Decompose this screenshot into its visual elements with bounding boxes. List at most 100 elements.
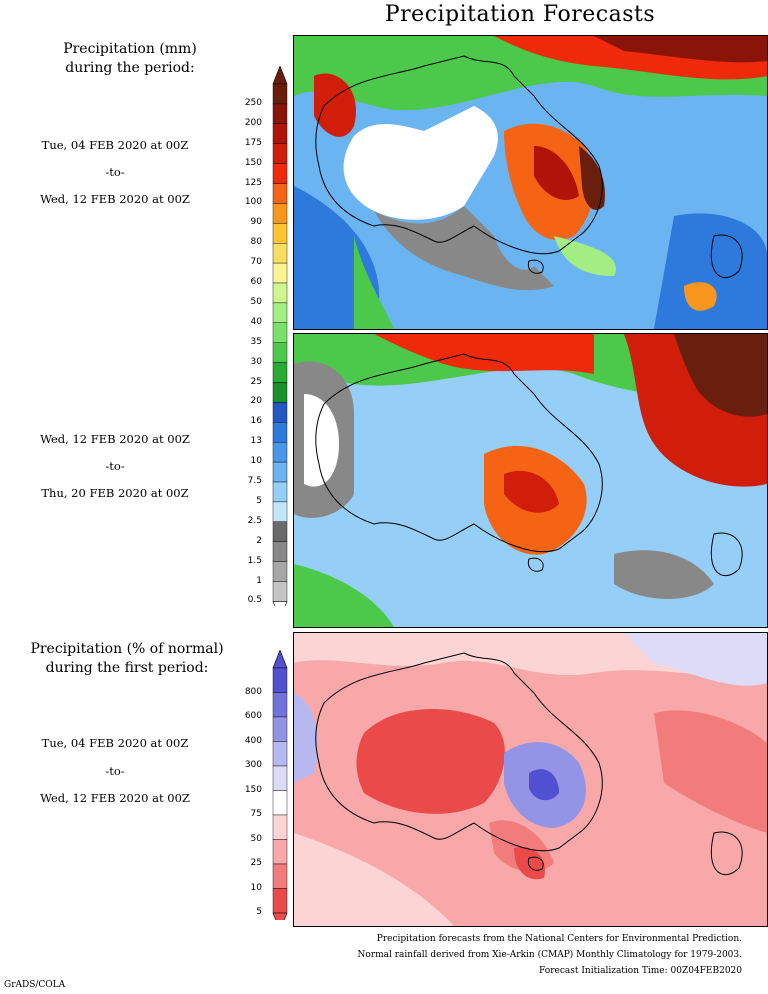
- map-period2: [293, 333, 768, 628]
- percent-colorbar-top-arrow: [272, 649, 288, 669]
- precip-colorbar-box: [272, 561, 288, 582]
- percent-colorbar-svg: [272, 649, 288, 932]
- precip-colorbar-box: [272, 422, 288, 443]
- precip-colorbar-label: 7.5: [247, 476, 262, 486]
- precip-colorbar-box: [272, 461, 288, 483]
- precip-colorbar-label: 125: [244, 177, 262, 188]
- map-percent-normal: [293, 632, 768, 927]
- precip-colorbar-box: [272, 123, 288, 144]
- percent-colorbar-box: [272, 888, 288, 914]
- precip-colorbar-label: 5: [256, 495, 262, 506]
- footer-line3: Forecast Initialization Time: 00Z04FEB20…: [539, 966, 742, 976]
- percent-colorbar-label: 800: [244, 686, 262, 697]
- percent-colorbar-box: [272, 765, 288, 791]
- precip-colorbar-label: 60: [250, 277, 262, 287]
- footer-line2: Normal rainfall derived from Xie-Arkin (…: [357, 950, 743, 960]
- percent-colorbar-label: 150: [244, 784, 262, 795]
- precip-colorbar-box: [272, 143, 288, 164]
- precip-colorbar-label: 250: [244, 97, 262, 108]
- precip-colorbar-label: 1: [256, 575, 262, 586]
- precip-colorbar-box: [272, 362, 288, 383]
- precip-colorbar-box: [272, 242, 288, 264]
- map-period2-svg: [294, 334, 767, 627]
- percent-colorbar-box: [272, 863, 288, 889]
- legend1-heading-line2: during the period:: [65, 60, 195, 76]
- period2-end: Thu, 20 FEB 2020 at 00Z: [41, 486, 189, 500]
- legend2-heading-line2: during the first period:: [45, 660, 209, 676]
- precip-colorbar-top-arrow: [272, 65, 288, 85]
- precip-colorbar-label: 20: [250, 396, 262, 407]
- precip-colorbar-box: [272, 342, 288, 363]
- precip-colorbar-box: [272, 163, 288, 184]
- precip-colorbar-box: [272, 302, 288, 323]
- precip-colorbar-box: [272, 223, 288, 244]
- map-period1-svg: [294, 36, 767, 329]
- precip-colorbar-box: [272, 442, 288, 463]
- precip-colorbar-label: 10: [250, 456, 262, 467]
- precip-colorbar-box: [272, 402, 288, 423]
- percent-colorbar-label: 50: [250, 833, 262, 844]
- period1-end: Wed, 12 FEB 2020 at 00Z: [40, 192, 190, 206]
- precip-colorbar-label: 50: [250, 296, 262, 307]
- period3-end: Wed, 12 FEB 2020 at 00Z: [40, 791, 190, 805]
- precip-colorbar: [240, 65, 290, 621]
- precip-colorbar-box: [272, 481, 288, 503]
- percent-colorbar-box: [272, 790, 288, 816]
- precip-colorbar-box: [272, 83, 288, 105]
- precip-colorbar-label: 30: [250, 356, 262, 367]
- precip-colorbar-label: 90: [250, 217, 262, 228]
- page-title: Precipitation Forecasts: [384, 2, 656, 27]
- precip-colorbar-box: [272, 322, 288, 343]
- legend1-heading: Precipitation (mm) during the period:: [40, 40, 220, 78]
- percent-colorbar-box: [272, 692, 288, 718]
- precip-colorbar-label: 35: [250, 336, 262, 347]
- precip-colorbar-label: 2: [256, 535, 262, 546]
- precip-colorbar-box: [272, 501, 288, 522]
- map-percent-normal-svg: [294, 633, 767, 926]
- percent-colorbar-box: [272, 839, 288, 865]
- percent-colorbar-box: [272, 716, 288, 742]
- precip-colorbar-label: 40: [250, 316, 262, 327]
- precip-colorbar-box: [272, 541, 288, 562]
- percent-colorbar-box: [272, 741, 288, 767]
- map-period1: [293, 35, 768, 330]
- precip-colorbar-label: 2.5: [247, 515, 262, 526]
- percent-colorbar-box: [272, 814, 288, 840]
- precip-colorbar-box: [272, 262, 288, 284]
- percent-colorbar-bottom-arrow: [272, 912, 288, 932]
- precip-colorbar-box: [272, 382, 288, 403]
- percent-colorbar: [240, 649, 290, 932]
- precip-colorbar-label: 200: [244, 117, 262, 128]
- period1-sep: -to-: [105, 165, 125, 179]
- percent-colorbar-label: 10: [250, 882, 262, 893]
- legend2-heading: Precipitation (% of normal) during the f…: [20, 640, 234, 678]
- percent-colorbar-label: 25: [250, 858, 262, 868]
- percent-colorbar-label: 75: [250, 809, 262, 819]
- precip-colorbar-label: 0.5: [247, 595, 262, 606]
- footer-line1: Precipitation forecasts from the Nationa…: [376, 934, 742, 944]
- period2-start: Wed, 12 FEB 2020 at 00Z: [40, 432, 190, 446]
- percent-colorbar-label: 300: [244, 760, 262, 770]
- precip-colorbar-bottom-arrow: [272, 601, 288, 621]
- precip-colorbar-label: 1.5: [247, 555, 262, 566]
- grads-credit: GrADS/COLA: [4, 980, 66, 990]
- precip-colorbar-box: [272, 521, 288, 542]
- period1-start: Tue, 04 FEB 2020 at 00Z: [41, 138, 189, 152]
- precip-colorbar-box: [272, 282, 288, 304]
- period3-start: Tue, 04 FEB 2020 at 00Z: [41, 736, 189, 750]
- precip-colorbar-box: [272, 183, 288, 204]
- precip-colorbar-svg: [272, 65, 288, 621]
- precip-colorbar-label: 70: [250, 257, 262, 268]
- precip-colorbar-label: 175: [244, 137, 262, 148]
- precip-colorbar-label: 150: [244, 157, 262, 168]
- percent-colorbar-label: 5: [256, 907, 262, 917]
- period2-sep: -to-: [105, 459, 125, 473]
- precip-colorbar-box: [272, 103, 288, 125]
- precip-colorbar-label: 80: [250, 237, 262, 248]
- precip-colorbar-label: 100: [244, 197, 262, 208]
- precip-colorbar-label: 25: [250, 376, 262, 387]
- precip-colorbar-label: 13: [250, 436, 262, 447]
- legend1-heading-line1: Precipitation (mm): [63, 41, 197, 57]
- precip-colorbar-box: [272, 581, 288, 602]
- legend2-heading-line1: Precipitation (% of normal): [30, 641, 224, 657]
